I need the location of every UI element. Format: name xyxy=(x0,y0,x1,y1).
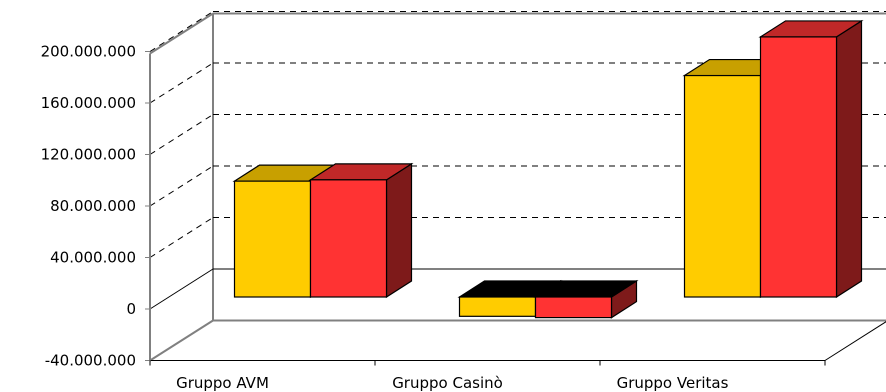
y-tick-label-6: 200.000.000 xyxy=(41,43,136,61)
y-tick-label-3: 80.000.000 xyxy=(50,197,136,215)
bars xyxy=(232,19,864,319)
y-tick-label-5: 160.000.000 xyxy=(41,94,136,112)
bar-1-0 xyxy=(458,296,537,317)
x-tick-label-0: Gruppo AVM xyxy=(176,374,269,392)
bar-0-0 xyxy=(233,180,312,298)
bar-0-1-side xyxy=(385,162,413,299)
gridline-left-2 xyxy=(149,217,214,258)
bar-0-1 xyxy=(309,179,388,298)
x-tick-label-1: Gruppo Casinò xyxy=(392,374,503,392)
chart-walls xyxy=(149,12,886,362)
gridline-left-1 xyxy=(149,268,214,310)
y-tick-label-4: 120.000.000 xyxy=(41,146,136,164)
bar-2-1-side xyxy=(835,19,863,299)
floor-left-edge xyxy=(149,319,214,362)
y-tick-label-2: 40.000.000 xyxy=(50,249,136,267)
x-tick-labels: Gruppo AVM Gruppo Casinò Gruppo Veritas xyxy=(176,374,728,392)
axes xyxy=(145,51,826,366)
gridline-left-4 xyxy=(149,114,214,155)
y-tick-labels: -40.000.000 0 40.000.000 80.000.000 120.000.… xyxy=(41,43,136,370)
gridline-left-3 xyxy=(149,165,214,207)
wall-top-left-edge xyxy=(149,12,214,55)
gridline-left-6 xyxy=(149,11,214,52)
floor-right-edge xyxy=(824,321,886,361)
bar-1-1 xyxy=(534,296,613,319)
bar-2-1 xyxy=(759,36,838,298)
x-tick-label-2: Gruppo Veritas xyxy=(617,374,729,392)
bar-2-0 xyxy=(683,74,762,298)
y-tick-label-0: -40.000.000 xyxy=(45,352,136,370)
gridline-left-5 xyxy=(149,62,214,104)
y-tick-label-1: 0 xyxy=(126,300,136,318)
